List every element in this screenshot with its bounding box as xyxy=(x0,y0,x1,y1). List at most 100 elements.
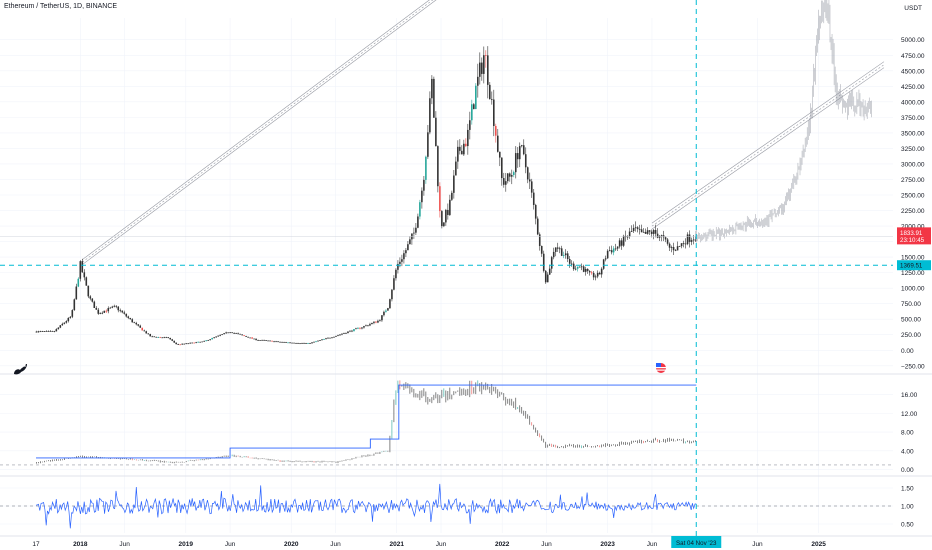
x-tick-label: 17 xyxy=(32,541,40,548)
candle-body xyxy=(333,336,335,338)
candle-body xyxy=(379,320,381,322)
candle-body xyxy=(666,239,669,244)
candle-body xyxy=(566,253,569,259)
candle-body xyxy=(457,146,459,162)
candle-body xyxy=(592,272,595,278)
candle-body xyxy=(397,263,399,270)
candle-body xyxy=(588,271,591,273)
candle-body xyxy=(415,227,417,233)
candle-body xyxy=(117,306,120,311)
candle-body xyxy=(562,255,565,256)
candle-body xyxy=(604,258,607,260)
candle-body xyxy=(496,135,499,152)
candle-body xyxy=(409,239,411,245)
candle-body xyxy=(245,336,247,337)
candle-body xyxy=(682,243,685,245)
candle-body xyxy=(235,333,237,334)
candle-body xyxy=(187,343,189,345)
candle-body xyxy=(349,330,351,332)
candle-body xyxy=(658,236,661,238)
candle-body xyxy=(143,330,146,332)
candle-body xyxy=(465,143,467,147)
candle-body xyxy=(674,250,677,251)
candle-body xyxy=(75,286,78,300)
candle-body xyxy=(41,331,44,332)
price-channel-upper xyxy=(82,0,437,265)
candle-body xyxy=(670,247,673,248)
us-flag-icon[interactable] xyxy=(656,363,666,373)
candle-body xyxy=(281,341,283,343)
candle-body xyxy=(177,344,179,345)
date-badge[interactable] xyxy=(671,536,722,548)
candle-body xyxy=(646,230,649,234)
candle-body xyxy=(381,315,383,321)
candle-body xyxy=(37,331,40,333)
candle-body xyxy=(291,342,293,344)
candle-body xyxy=(249,337,251,339)
candle-body xyxy=(65,321,68,323)
candle-body xyxy=(427,132,429,157)
candle-body xyxy=(221,334,223,336)
candle-body xyxy=(229,332,231,334)
candle-body xyxy=(437,146,439,187)
candle-body xyxy=(201,341,203,343)
y-tick-label: 4000.00 xyxy=(901,99,925,106)
y-tick-label: 2500.00 xyxy=(901,193,925,200)
candle-body xyxy=(147,333,150,335)
candle-body xyxy=(293,342,295,344)
candle-body xyxy=(644,231,647,234)
y-axis: 5000.00 4750.00 4500.00 4250.00 4000.00 3750.… xyxy=(897,37,931,529)
candle-body xyxy=(538,234,541,246)
candle-body xyxy=(552,251,555,258)
x-tick-label: 2023 xyxy=(600,541,615,548)
x-tick-label: 2018 xyxy=(73,541,88,548)
candle-body xyxy=(69,316,72,318)
candle-body xyxy=(393,278,395,290)
indicator-1-tick-label: 0.00 xyxy=(901,467,914,474)
candle-body xyxy=(191,342,193,344)
candle-body xyxy=(518,146,521,160)
candle-body xyxy=(73,299,76,311)
candle-body xyxy=(596,272,599,277)
candle-body xyxy=(419,202,421,217)
candle-body xyxy=(327,337,329,339)
candle-body xyxy=(475,85,477,110)
y-tick-label: 2000.00 xyxy=(901,224,925,231)
candle-body xyxy=(403,253,405,260)
candle-body xyxy=(185,343,187,345)
candle-body xyxy=(289,342,291,344)
candle-body xyxy=(463,143,465,155)
indicator-1-step-line xyxy=(36,384,697,459)
candle-body xyxy=(578,266,581,268)
candle-body xyxy=(267,340,269,342)
candle-body xyxy=(223,333,225,335)
candle-body xyxy=(87,285,90,297)
candle-body xyxy=(153,336,156,338)
candle-body xyxy=(255,338,257,341)
candle-body xyxy=(313,341,315,343)
x-tick-label: Jun xyxy=(647,541,658,548)
candle-body xyxy=(343,333,345,335)
candle-body xyxy=(620,240,623,246)
indicator-1-tick-label: 12.00 xyxy=(901,411,918,418)
candle-body xyxy=(508,173,511,177)
candle-body xyxy=(345,333,347,334)
candle-body xyxy=(494,125,497,136)
panes xyxy=(0,373,932,537)
candle-body xyxy=(435,117,437,147)
candle-body xyxy=(528,179,531,182)
candle-body xyxy=(572,263,575,270)
indicator-2-tick-label: 0.50 xyxy=(901,522,914,529)
candle-body xyxy=(405,250,407,254)
candle-body xyxy=(371,322,373,325)
x-tick-label: Jun xyxy=(330,541,341,548)
candle-body xyxy=(580,266,583,268)
candle-body xyxy=(167,337,169,339)
candle-body xyxy=(59,325,62,328)
candle-body xyxy=(642,231,645,233)
icons xyxy=(14,363,666,375)
tradingview-logo-icon[interactable] xyxy=(14,364,27,375)
candle-body xyxy=(89,296,92,299)
candle-body xyxy=(544,270,547,283)
